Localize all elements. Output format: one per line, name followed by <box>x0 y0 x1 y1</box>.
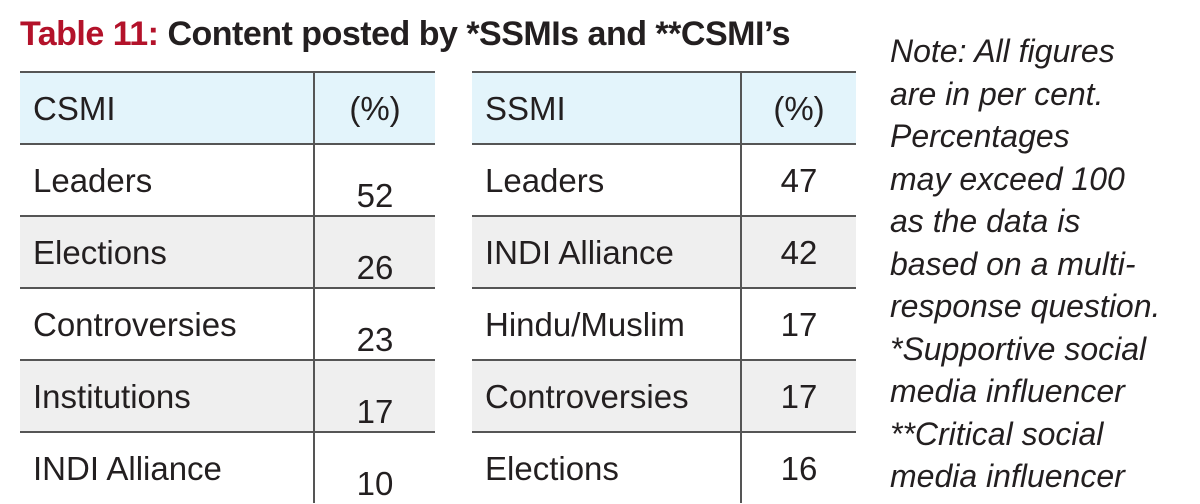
ssmi-row-category: INDI Alliance <box>485 234 674 271</box>
table-row: Elections 26 <box>20 217 435 289</box>
csmi-row-value: 52 <box>313 145 435 215</box>
table-title: Table 11: Content posted by *SSMIs and *… <box>20 10 790 58</box>
table-row: Controversies 23 <box>20 289 435 361</box>
table-note: Note: All figures are in per cent. Percent… <box>890 30 1195 498</box>
csmi-table: CSMI (%) Leaders 52 Elections 26 Controversies… <box>20 71 435 503</box>
csmi-header-row: CSMI (%) <box>20 73 435 145</box>
table-row: Elections 16 <box>472 433 856 503</box>
table-row: Leaders 47 <box>472 145 856 217</box>
csmi-row-category: Leaders <box>33 162 153 199</box>
csmi-row-value: 23 <box>313 289 435 359</box>
ssmi-header-category: SSMI <box>485 90 566 127</box>
table-row: INDI Alliance 10 <box>20 433 435 503</box>
note-line: based on a multi- <box>890 245 1136 282</box>
table-row: Hindu/Muslim 17 <box>472 289 856 361</box>
ssmi-header-percent: (%) <box>740 73 856 143</box>
table-row: INDI Alliance 42 <box>472 217 856 289</box>
note-line: media influencer <box>890 373 1125 409</box>
ssmi-row-category: Controversies <box>485 378 689 415</box>
table-number-label: Table 11: <box>20 15 159 53</box>
ssmi-row-category: Elections <box>485 450 619 487</box>
ssmi-header-row: SSMI (%) <box>472 73 856 145</box>
table-row: Institutions 17 <box>20 361 435 433</box>
csmi-row-category: Institutions <box>33 378 191 415</box>
note-line: may exceed 100 <box>890 160 1125 197</box>
note-line: as the data is <box>890 203 1081 239</box>
csmi-row-category: Elections <box>33 234 167 271</box>
csmi-header-category: CSMI <box>33 90 116 127</box>
note-line: *Supportive social <box>890 330 1147 367</box>
note-line: **Critical social <box>890 415 1104 452</box>
csmi-row-value: 17 <box>313 361 435 431</box>
note-line: Note: All figures <box>890 33 1115 69</box>
table-row: Controversies 17 <box>472 361 856 433</box>
note-line: response question. <box>890 288 1161 324</box>
ssmi-row-value: 47 <box>740 145 856 215</box>
note-line: are in per cent. <box>890 75 1104 112</box>
ssmi-row-value: 16 <box>740 433 856 503</box>
ssmi-row-value: 17 <box>740 289 856 359</box>
note-line: Percentages <box>890 118 1070 154</box>
csmi-row-value: 26 <box>313 217 435 287</box>
ssmi-row-category: Hindu/Muslim <box>485 306 685 343</box>
note-line: media influencer <box>890 458 1125 494</box>
table-row: Leaders 52 <box>20 145 435 217</box>
csmi-row-category: Controversies <box>33 306 237 343</box>
csmi-row-category: INDI Alliance <box>33 450 222 487</box>
csmi-row-value: 10 <box>313 433 435 503</box>
table-title-text: Content posted by *SSMIs and **CSMI’s <box>158 15 790 53</box>
csmi-header-percent: (%) <box>313 73 435 143</box>
ssmi-table: SSMI (%) Leaders 47 INDI Alliance 42 Hindu/Mus… <box>472 71 856 503</box>
ssmi-row-category: Leaders <box>485 162 605 199</box>
ssmi-row-value: 42 <box>740 217 856 287</box>
ssmi-row-value: 17 <box>740 361 856 431</box>
